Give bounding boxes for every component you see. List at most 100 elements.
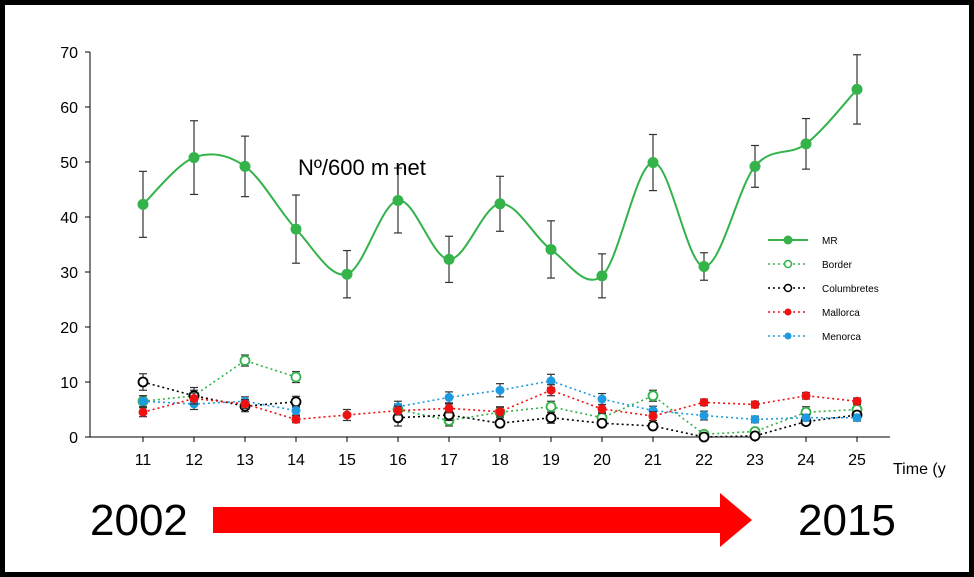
series-mr bbox=[137, 54, 863, 299]
data-point-menorca bbox=[750, 414, 760, 424]
data-point-mr bbox=[698, 261, 710, 272]
y-tick-label: 50 bbox=[60, 155, 78, 172]
data-point-mallorca bbox=[801, 391, 811, 401]
data-point-mr bbox=[800, 138, 812, 150]
legend: MR Border Columbretes Mallorca Menorca bbox=[768, 235, 879, 343]
timeline-end-year: 2015 bbox=[798, 496, 896, 545]
legend-item-columbretes: Columbretes bbox=[768, 283, 879, 295]
data-point-mallorca bbox=[495, 407, 505, 417]
x-tick-label: 19 bbox=[542, 452, 560, 469]
series-mallorca bbox=[138, 384, 862, 424]
series-line-mr bbox=[142, 88, 858, 281]
legend-label-mr: MR bbox=[822, 236, 838, 247]
data-point-columbretes bbox=[698, 431, 710, 443]
y-tick-label: 60 bbox=[60, 100, 78, 117]
legend-label-mallorca: Mallorca bbox=[822, 308, 860, 319]
data-point-border bbox=[290, 371, 302, 383]
data-point-mallorca bbox=[750, 400, 760, 410]
data-point-menorca bbox=[495, 385, 505, 395]
x-tick-label: 15 bbox=[338, 452, 356, 469]
x-tick-label: 11 bbox=[135, 452, 152, 469]
data-point-mallorca bbox=[138, 407, 148, 417]
timeline-arrow bbox=[213, 493, 752, 547]
data-point-mallorca bbox=[546, 385, 556, 395]
legend-item-border: Border bbox=[768, 259, 853, 271]
x-axis-label: Time (y bbox=[893, 461, 946, 478]
timeline-start-year: 2002 bbox=[90, 496, 188, 545]
data-point-columbretes bbox=[494, 417, 506, 429]
data-point-mr bbox=[647, 157, 659, 169]
legend-swatch-marker-menorca bbox=[784, 332, 792, 340]
legend-item-mallorca: Mallorca bbox=[768, 308, 860, 319]
data-point-mr bbox=[341, 268, 353, 280]
legend-label-menorca: Menorca bbox=[822, 332, 861, 343]
data-point-mallorca bbox=[342, 410, 352, 420]
legend-item-menorca: Menorca bbox=[768, 332, 861, 343]
data-point-mr bbox=[749, 160, 761, 172]
legend-item-mr: MR bbox=[768, 235, 838, 247]
series-line-columbretes bbox=[397, 414, 858, 438]
x-tick-label: 13 bbox=[236, 452, 254, 469]
data-point-mr bbox=[290, 223, 302, 235]
x-tick-label: 12 bbox=[185, 452, 203, 469]
data-point-columbretes bbox=[647, 420, 659, 432]
data-point-mr bbox=[137, 198, 149, 210]
data-point-columbretes bbox=[596, 417, 608, 429]
x-tick-label: 25 bbox=[848, 452, 866, 469]
x-tick-label: 14 bbox=[287, 452, 305, 469]
chart-annotation: Nº/600 m net bbox=[298, 155, 426, 180]
data-point-menorca bbox=[546, 376, 556, 386]
legend-label-border: Border bbox=[822, 260, 853, 271]
data-point-mr bbox=[188, 152, 200, 164]
y-tick-label: 30 bbox=[60, 265, 78, 282]
data-point-menorca bbox=[291, 406, 301, 416]
y-tick-label: 40 bbox=[60, 210, 78, 227]
series-line-border bbox=[142, 359, 297, 403]
legend-swatch-marker-mallorca bbox=[784, 308, 792, 316]
data-point-mallorca bbox=[648, 411, 658, 421]
series-line-columbretes bbox=[142, 381, 297, 408]
data-point-columbretes bbox=[545, 412, 557, 424]
legend-label-columbretes: Columbretes bbox=[822, 284, 879, 295]
data-point-columbretes bbox=[290, 396, 302, 408]
x-tick-label: 16 bbox=[389, 452, 407, 469]
series-line-border bbox=[397, 394, 858, 436]
data-point-mallorca bbox=[240, 399, 250, 409]
data-point-mallorca bbox=[393, 406, 403, 416]
x-tick-label: 20 bbox=[593, 452, 611, 469]
series-line-menorca bbox=[142, 400, 297, 412]
data-point-mallorca bbox=[189, 394, 199, 403]
data-point-border bbox=[239, 355, 251, 366]
data-point-mallorca bbox=[597, 404, 607, 414]
data-point-mallorca bbox=[699, 397, 709, 407]
y-tick-label: 10 bbox=[60, 375, 78, 392]
data-point-mr bbox=[494, 198, 506, 210]
data-point-mr bbox=[392, 195, 404, 206]
data-point-border bbox=[545, 401, 557, 413]
data-point-menorca bbox=[852, 413, 862, 423]
data-point-menorca bbox=[138, 396, 148, 406]
legend-swatch-marker-mr bbox=[783, 235, 793, 245]
y-tick-label: 20 bbox=[60, 320, 78, 337]
x-tick-label: 23 bbox=[746, 452, 764, 469]
data-point-columbretes bbox=[137, 376, 149, 388]
data-point-mr bbox=[851, 83, 863, 95]
y-tick-label: 70 bbox=[60, 45, 78, 62]
data-point-menorca bbox=[801, 413, 811, 423]
data-point-border bbox=[647, 390, 659, 402]
data-point-mr bbox=[443, 253, 455, 265]
axes: 0 10 20 30 40 50 60 70 11 12 13 14 15 16 17 18 19 20 21 22 2… bbox=[60, 45, 890, 469]
x-tick-label: 22 bbox=[695, 452, 713, 469]
data-point-mr bbox=[545, 243, 557, 255]
legend-swatch-marker-columbretes bbox=[783, 283, 793, 293]
data-point-columbretes bbox=[749, 430, 761, 442]
data-point-menorca bbox=[444, 392, 454, 402]
x-tick-label: 17 bbox=[440, 452, 458, 469]
data-point-mallorca bbox=[444, 403, 454, 413]
data-point-menorca bbox=[597, 394, 607, 404]
data-point-mr bbox=[596, 270, 608, 282]
x-tick-label: 24 bbox=[797, 452, 815, 469]
x-tick-label: 18 bbox=[491, 452, 509, 469]
